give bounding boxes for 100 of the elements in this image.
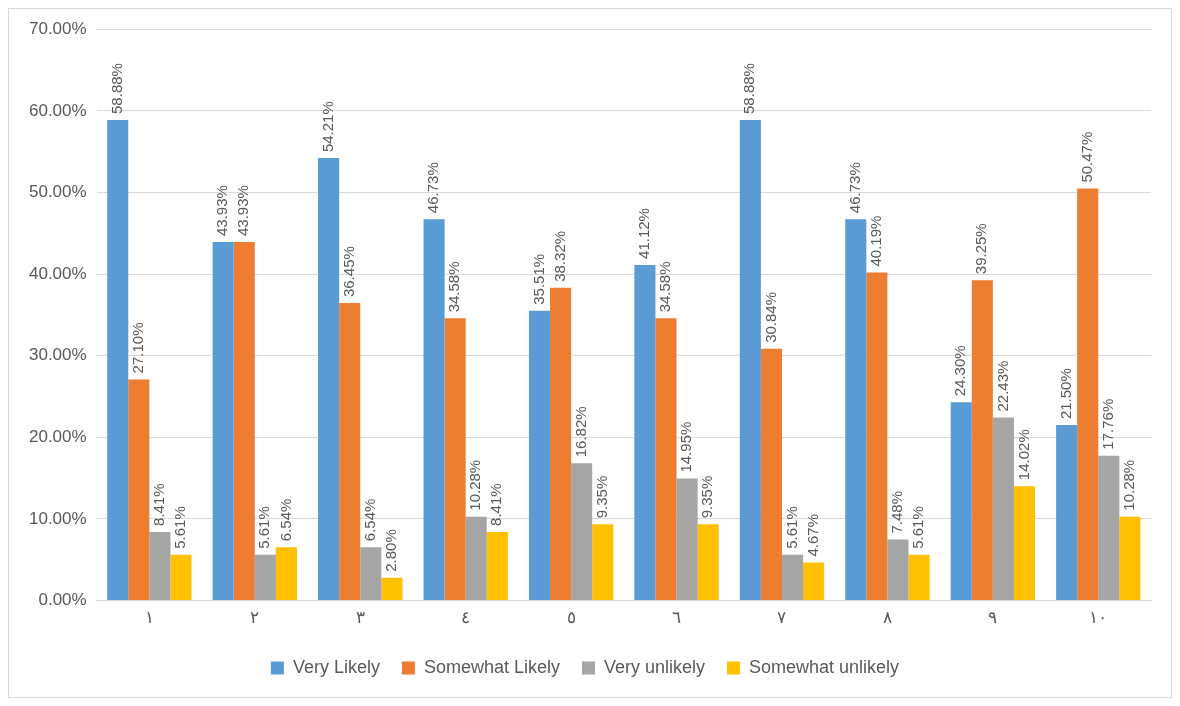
bar [128, 379, 150, 601]
x-tick-label: ٥ [566, 608, 576, 628]
data-label: 50.47% [1077, 131, 1095, 183]
bar [275, 547, 297, 601]
bar [887, 539, 909, 601]
data-label: 9.35% [592, 475, 610, 519]
bar [381, 577, 403, 601]
data-label: 40.19% [867, 215, 885, 267]
data-label: 58.88% [107, 63, 125, 114]
data-label: 8.41% [150, 483, 168, 526]
bar [339, 303, 361, 601]
bar [866, 272, 888, 601]
bar [149, 531, 171, 601]
x-tick-label: ٩ [988, 608, 998, 628]
bar [781, 554, 804, 601]
data-label: 2.80% [382, 529, 400, 572]
bar [697, 524, 719, 601]
y-tick-label: 60.00% [28, 100, 87, 120]
x-tick-label: ٧ [777, 608, 787, 628]
legend-label: Very unlikely [603, 656, 706, 677]
data-label: 30.84% [761, 291, 779, 343]
bar [950, 402, 972, 601]
bar [423, 219, 445, 601]
data-label: 38.32% [550, 230, 568, 282]
y-tick-label: 20.00% [28, 427, 87, 447]
bar [212, 242, 234, 601]
x-tick-label: ٢ [250, 608, 260, 628]
bar [465, 516, 487, 601]
bar [107, 119, 129, 601]
y-tick-label: 50.00% [28, 182, 87, 202]
bar [655, 318, 677, 601]
data-label: 5.61% [171, 506, 189, 549]
data-label: 21.50% [1056, 368, 1074, 420]
data-label: 24.30% [951, 345, 969, 397]
data-label: 4.67% [803, 513, 821, 557]
bar [254, 554, 276, 601]
data-label: 17.76% [1098, 398, 1116, 450]
legend-label: Somewhat Likely [423, 656, 560, 677]
bar [528, 310, 551, 601]
data-label: 5.61% [782, 506, 800, 549]
data-label: 34.58% [445, 261, 463, 313]
bar [634, 264, 656, 601]
data-label: 54.21% [318, 101, 336, 153]
x-tick-label: ٤ [461, 608, 471, 628]
bar [992, 417, 1014, 601]
bar [1077, 188, 1099, 601]
bar [233, 242, 255, 601]
data-label: 43.93% [234, 185, 252, 237]
data-label: 6.54% [360, 498, 378, 542]
bar [908, 554, 930, 601]
bar [971, 280, 993, 601]
y-tick-label: 70.00% [28, 18, 87, 38]
data-label: 22.43% [993, 360, 1011, 412]
data-label: 39.25% [972, 223, 990, 275]
y-tick-label: 40.00% [28, 263, 87, 283]
x-tick-label: ١ [144, 608, 154, 628]
data-label: 43.93% [213, 185, 231, 237]
legend-label: Somewhat unlikely [749, 656, 900, 677]
data-label: 10.28% [1120, 459, 1138, 511]
data-label: 34.58% [656, 261, 674, 313]
data-label: 6.54% [276, 498, 294, 542]
data-label: 46.73% [845, 162, 863, 214]
x-tick-label: ٦ [672, 608, 682, 628]
data-label: 9.35% [698, 475, 716, 519]
bar [486, 531, 508, 601]
bar [676, 478, 698, 601]
data-label: 7.48% [888, 490, 906, 534]
bar [571, 463, 593, 601]
bar [360, 547, 382, 601]
data-label: 27.10% [128, 322, 146, 374]
data-label: 14.02% [1014, 429, 1032, 481]
bar [1098, 455, 1120, 601]
data-label: 58.88% [740, 63, 758, 114]
y-tick-label: 30.00% [28, 345, 87, 365]
data-label: 14.95% [677, 421, 695, 473]
bar [1119, 516, 1141, 601]
bar [444, 318, 466, 601]
data-label: 36.45% [339, 246, 357, 298]
bar [803, 562, 825, 601]
x-tick-label: ٣ [355, 608, 365, 628]
bar [318, 158, 340, 601]
bar [592, 524, 614, 601]
bar [170, 554, 192, 601]
data-label: 16.82% [571, 406, 589, 458]
data-label: 41.12% [635, 208, 653, 259]
x-tick-label: ٨ [882, 608, 892, 628]
bar [1056, 425, 1078, 601]
x-tick-label: ١٠ [1089, 608, 1108, 628]
data-label: 8.41% [487, 483, 505, 526]
legend-label: Very Likely [292, 656, 380, 677]
bar [550, 287, 572, 601]
data-label: 35.51% [529, 253, 547, 305]
data-label: 5.61% [255, 506, 273, 549]
data-label: 10.28% [466, 459, 484, 511]
data-label: 46.73% [424, 162, 442, 214]
bar [760, 348, 782, 601]
bar [845, 219, 867, 601]
data-label: 5.61% [909, 506, 927, 549]
bar [1013, 486, 1036, 601]
bar [739, 119, 761, 601]
